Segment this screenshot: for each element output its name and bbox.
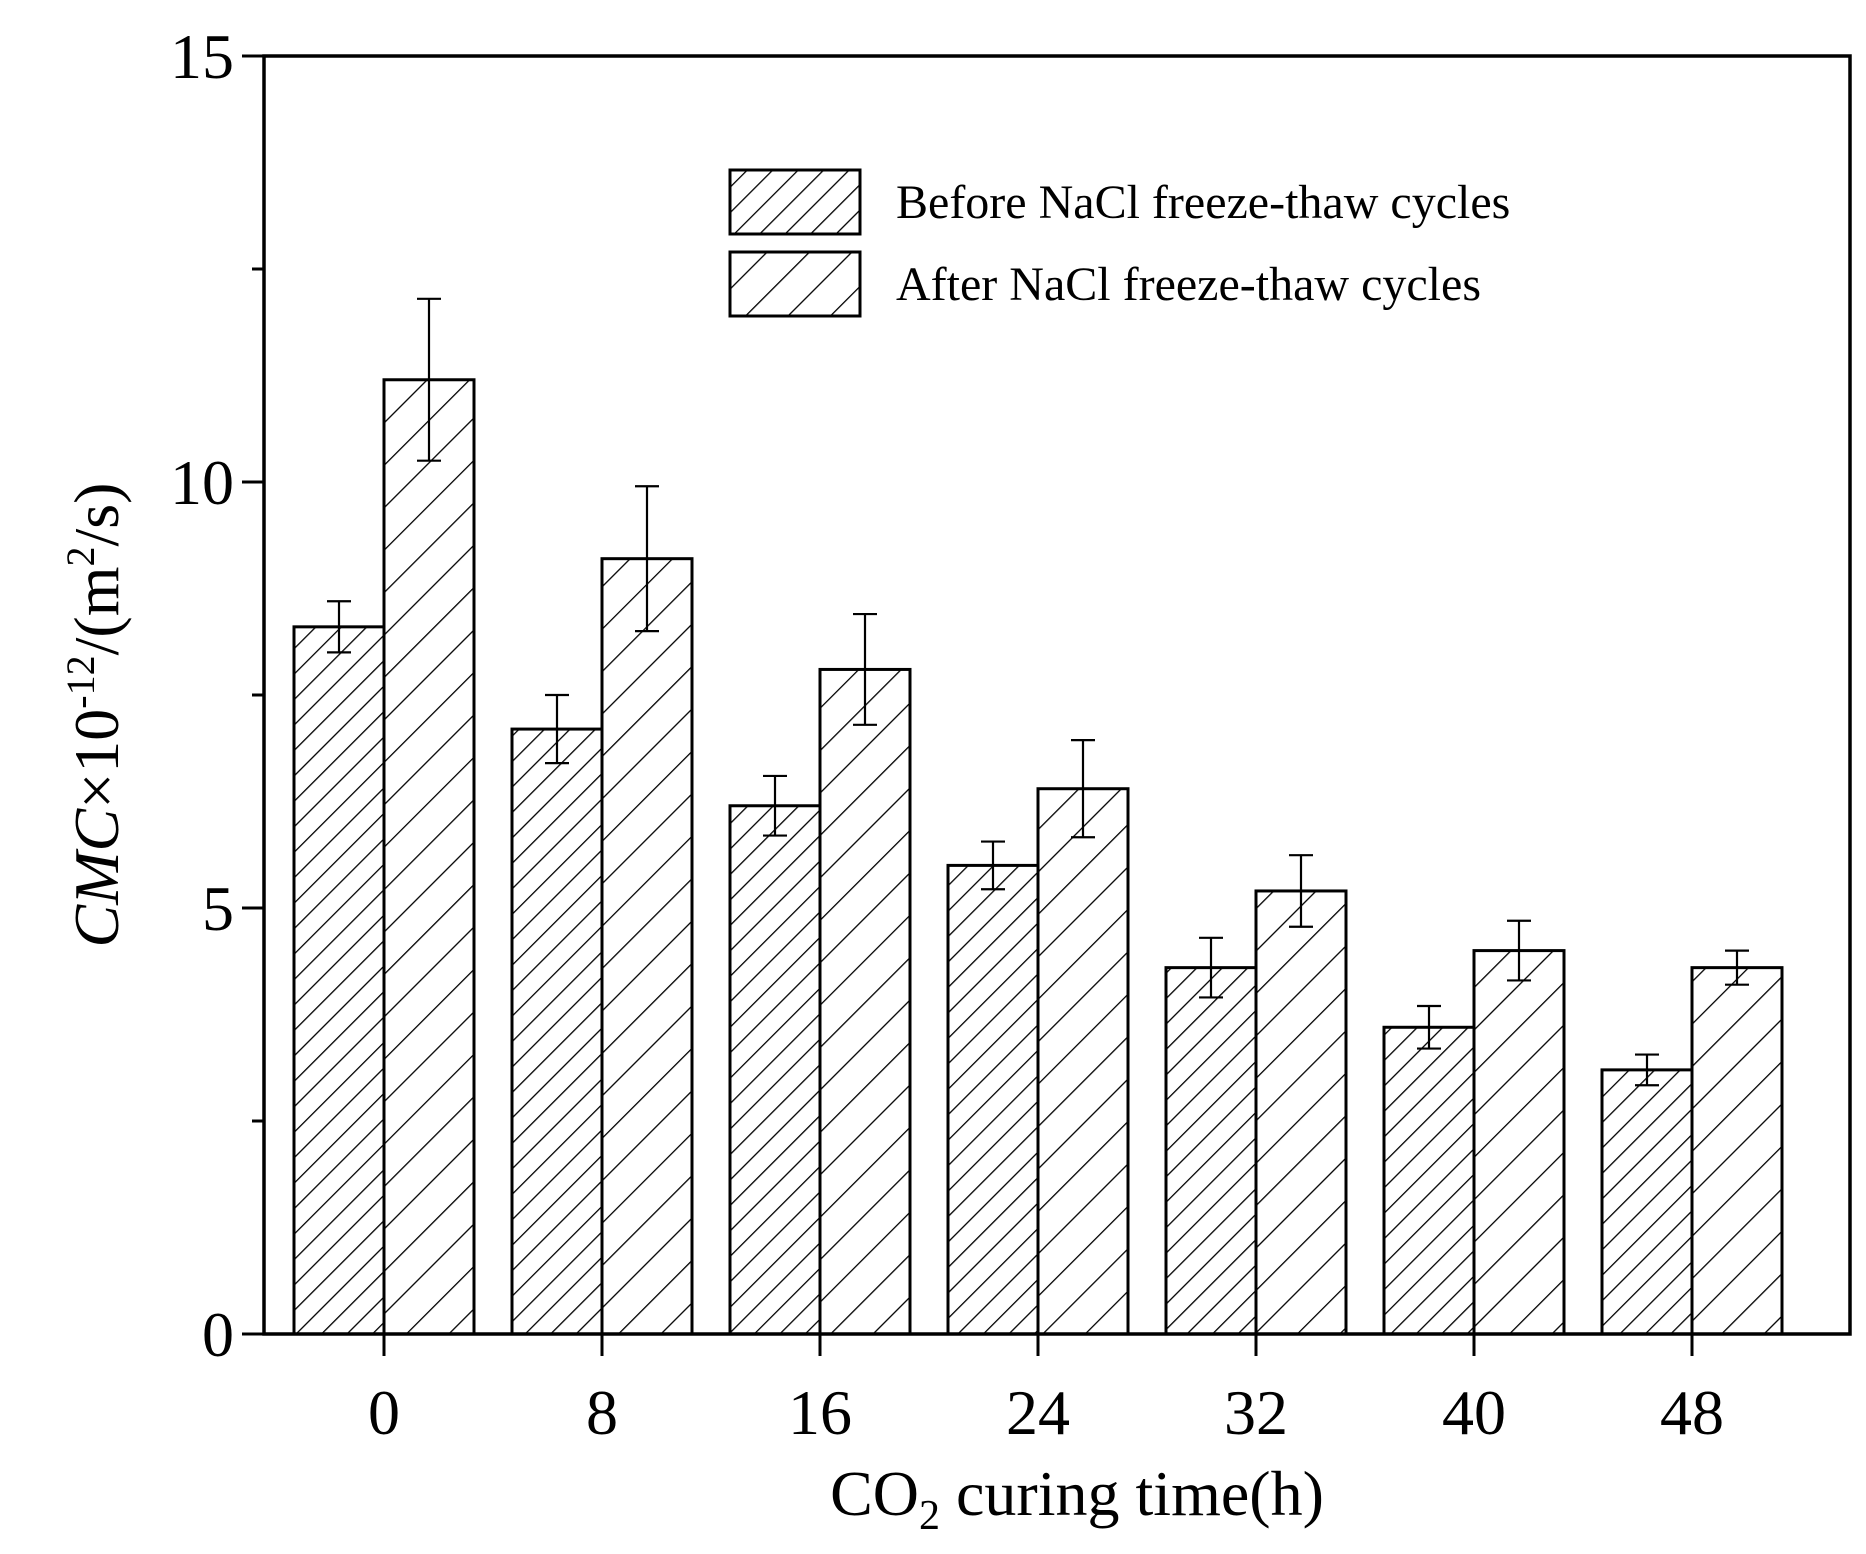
y-tick-label-5: 5 <box>202 873 234 944</box>
error-bar-before-0 <box>327 600 351 654</box>
y-axis-title: CMC×10-12/(m2/s) <box>58 483 132 948</box>
y-axis-title-mid: /(m <box>61 567 132 656</box>
legend-label: Before NaCl freeze-thaw cycles <box>896 176 1510 229</box>
bar-after-0 <box>382 378 476 1336</box>
error-bar-before-32 <box>1199 936 1223 999</box>
y-tick-label-10: 10 <box>170 447 234 518</box>
y-tick-label-0: 0 <box>202 1299 234 1370</box>
legend-item-after: After NaCl freeze-thaw cycles <box>728 250 1481 318</box>
legend-swatch <box>728 168 862 236</box>
bar-after-24 <box>1036 787 1130 1336</box>
error-bar-after-40 <box>1507 919 1531 982</box>
bar-before-24 <box>946 863 1040 1336</box>
bars-layer <box>292 378 1784 1336</box>
bar-before-40 <box>1382 1025 1476 1336</box>
error-bar-after-8 <box>635 485 659 633</box>
bar-before-8 <box>510 727 604 1336</box>
error-bar-after-24 <box>1071 739 1095 839</box>
bar-before-48 <box>1600 1068 1694 1336</box>
y-axis-title-sup2: 2 <box>58 547 103 567</box>
x-tick-label-40: 40 <box>1442 1377 1506 1448</box>
error-bars-layer <box>327 297 1749 1087</box>
error-bar-before-24 <box>981 840 1005 891</box>
legend-item-before: Before NaCl freeze-thaw cycles <box>728 168 1510 236</box>
x-tick-label-8: 8 <box>586 1377 618 1448</box>
bar-after-40 <box>1472 949 1566 1336</box>
error-bar-after-32 <box>1289 854 1313 928</box>
y-axis-title-end: /s) <box>61 483 132 547</box>
error-bar-before-16 <box>763 774 787 837</box>
bar-after-8 <box>600 557 694 1336</box>
legend: Before NaCl freeze-thaw cycles After NaCl… <box>728 168 1510 318</box>
error-bar-after-48 <box>1725 949 1749 986</box>
legend-swatch <box>728 250 862 318</box>
x-axis-title-prefix: CO <box>830 1458 919 1529</box>
y-tick-label-15: 15 <box>170 21 234 92</box>
error-bar-before-48 <box>1635 1053 1659 1087</box>
y-axis-title-sup1: -12 <box>58 655 103 708</box>
bar-after-16 <box>818 667 912 1336</box>
y-axis-title-times: ×10 <box>61 709 132 809</box>
axes-layer <box>242 54 1852 1356</box>
x-axis-title: CO2 curing time(h) <box>830 1458 1324 1539</box>
x-tick-label-32: 32 <box>1224 1377 1288 1448</box>
x-axis-title-suffix: curing time(h) <box>940 1458 1324 1529</box>
x-tick-label-24: 24 <box>1006 1377 1070 1448</box>
bar-after-48 <box>1690 966 1784 1336</box>
error-bar-after-16 <box>853 612 877 726</box>
x-tick-label-0: 0 <box>368 1377 400 1448</box>
bar-before-32 <box>1164 966 1258 1336</box>
error-bar-before-8 <box>545 693 569 765</box>
bar-after-32 <box>1254 889 1348 1336</box>
legend-label: After NaCl freeze-thaw cycles <box>896 258 1481 311</box>
y-axis-title-italic: CMC <box>61 807 132 947</box>
x-axis-title-subscript: 2 <box>919 1493 940 1539</box>
x-tick-label-16: 16 <box>788 1377 852 1448</box>
error-bar-before-40 <box>1417 1004 1441 1050</box>
bar-before-0 <box>292 625 386 1336</box>
bar-before-16 <box>728 804 822 1336</box>
error-bar-after-0 <box>417 297 441 462</box>
x-tick-label-48: 48 <box>1660 1377 1724 1448</box>
